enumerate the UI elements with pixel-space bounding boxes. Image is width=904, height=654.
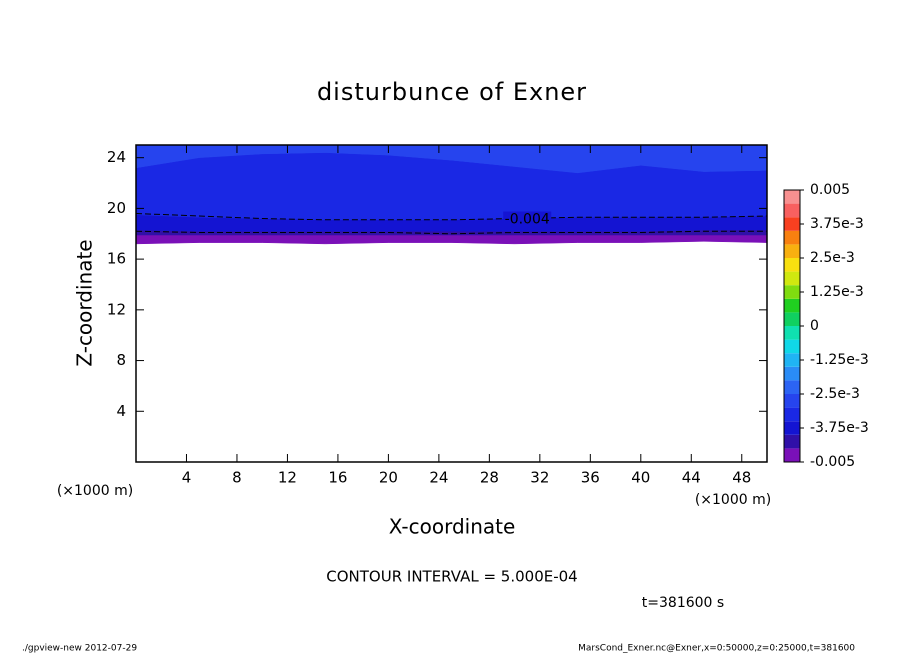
colorbar-segment: [784, 190, 800, 204]
x-tick-label: 24: [429, 469, 448, 487]
colorbar-segment: [784, 434, 800, 449]
colorbar-segment: [784, 230, 800, 245]
colorbar-segment: [784, 407, 800, 422]
colorbar-segment: [784, 339, 800, 354]
colorbar-tick-label: 2.5e-3: [810, 250, 855, 266]
x-tick-label: 32: [530, 469, 549, 487]
y-tick-label: 8: [116, 351, 126, 369]
x-tick-label: 28: [480, 469, 499, 487]
contour-line: [135, 212, 768, 221]
x-tick-label: 48: [732, 469, 751, 487]
x-axis-label: X-coordinate: [389, 515, 516, 539]
x-tick-label: 44: [682, 469, 701, 487]
footer-right: MarsCond_Exner.nc@Exner,x=0:50000,z=0:25…: [578, 644, 855, 654]
x-tick-label: 36: [581, 469, 600, 487]
y-tick-label: 16: [107, 250, 126, 268]
x-tick-label: 16: [328, 469, 347, 487]
colorbar-segment: [784, 312, 800, 326]
contour-interval: CONTOUR INTERVAL = 5.000E-04: [326, 568, 577, 586]
footer-left: ./gpview-new 2012-07-29: [22, 644, 137, 654]
y-axis-label: Z-coordinate: [73, 239, 97, 366]
x-tick-label: 8: [232, 469, 242, 487]
colorbar-segment: [784, 271, 800, 286]
contour-line: [135, 230, 767, 235]
colorbar-tick-label: 0: [810, 318, 819, 334]
colorbar-segment: [784, 203, 800, 218]
colorbar-tick-label: 3.75e-3: [810, 216, 864, 232]
colorbar-segment: [784, 448, 800, 462]
colorbar-segment: [784, 217, 800, 231]
x-tick-label: 20: [379, 469, 398, 487]
colorbar-segment: [784, 258, 800, 272]
colorbar-segment: [784, 353, 800, 367]
colorbar-segment: [784, 394, 800, 408]
colorbar-segment: [784, 326, 800, 340]
colorbar-segment: [784, 244, 800, 258]
contour-label: -0.004: [505, 212, 550, 228]
plot-frame: [135, 144, 768, 463]
x-tick-label: 4: [182, 469, 192, 487]
contour-region: [135, 234, 768, 245]
colorbar-tick-label: -2.5e-3: [810, 386, 860, 402]
colorbar-segment: [784, 298, 800, 313]
x-tick-label: 40: [631, 469, 650, 487]
y-tick-label: 20: [107, 199, 126, 217]
y-tick-label: 12: [107, 300, 126, 318]
colorbar-tick-label: -3.75e-3: [810, 420, 869, 436]
y-unit-label: (×1000 m): [57, 483, 133, 499]
colorbar-tick-label: 1.25e-3: [810, 284, 864, 300]
colorbar-tick-label: -1.25e-3: [810, 352, 869, 368]
colorbar-segment: [784, 285, 800, 299]
x-unit-label: (×1000 m): [695, 492, 771, 508]
time-label: t=381600 s: [642, 595, 724, 611]
y-tick-label: 4: [116, 402, 126, 420]
colorbar-tick-label: -0.005: [810, 454, 855, 470]
colorbar-segment: [784, 366, 800, 381]
chart-title: disturbunce of Exner: [317, 78, 587, 106]
colorbar-segment: [784, 380, 800, 394]
y-tick-label: 24: [107, 148, 126, 166]
colorbar-segment: [784, 421, 800, 435]
colorbar-tick-label: 0.005: [810, 182, 850, 198]
x-tick-label: 12: [278, 469, 297, 487]
contour-label-bg: [503, 211, 552, 226]
